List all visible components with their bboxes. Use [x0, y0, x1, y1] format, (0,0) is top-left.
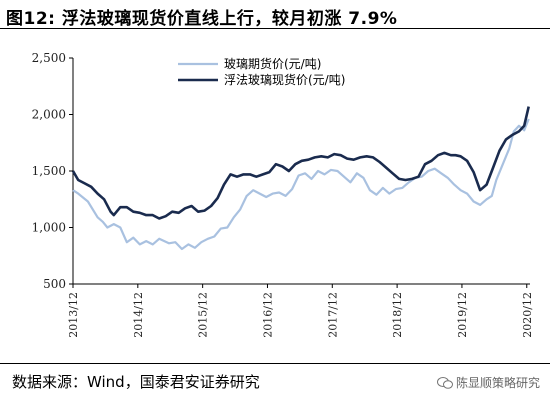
x-axis: 2013/12 2014/12 2015/12 2016/12 2017/12 2018/…: [67, 283, 534, 338]
x-tick-label: 2018/12: [391, 292, 404, 338]
x-tick-label: 2015/12: [197, 292, 210, 338]
x-tick-label: 2016/12: [261, 292, 274, 338]
x-tick-label: 2017/12: [326, 292, 339, 338]
x-tick-label: 2020/12: [521, 292, 534, 338]
legend-label-spot: 浮法玻璃现货价(元/吨): [224, 72, 345, 87]
y-tick-label: 1,500: [32, 164, 66, 178]
y-tick-label: 1,000: [32, 221, 66, 235]
x-tick-label: 2013/12: [67, 292, 80, 338]
legend: 玻璃期货价(元/吨)浮法玻璃现货价(元/吨): [178, 56, 345, 87]
y-tick-label: 500: [43, 277, 66, 291]
legend-label-futures: 玻璃期货价(元/吨): [224, 56, 321, 71]
wechat-icon: [436, 376, 453, 389]
chart-title: 图12: 浮法玻璃现货价直线上行，较月初涨 7.9%: [6, 9, 398, 29]
x-tick-label: 2019/12: [456, 292, 469, 338]
x-ticks: 2013/12 2014/12 2015/12 2016/12 2017/12 2018/…: [67, 284, 534, 338]
series-line-futures: [72, 118, 530, 251]
y-axis: 500 1,000 1,500 2,000 2,500: [32, 51, 74, 291]
watermark: 陈显顺策略研究: [436, 374, 540, 391]
y-tick-label: 2,500: [32, 51, 66, 65]
series-line-spot: [71, 106, 530, 220]
y-ticks: 500 1,000 1,500 2,000 2,500: [32, 51, 73, 291]
data-source: 数据来源：Wind，国泰君安证券研究: [12, 373, 260, 391]
x-tick-label: 2014/12: [132, 292, 145, 338]
title-divider: [0, 28, 550, 29]
y-tick-label: 2,000: [32, 108, 66, 122]
series-layer: [71, 106, 530, 251]
watermark-text: 陈显顺策略研究: [455, 376, 540, 390]
footer-divider: [0, 363, 550, 364]
